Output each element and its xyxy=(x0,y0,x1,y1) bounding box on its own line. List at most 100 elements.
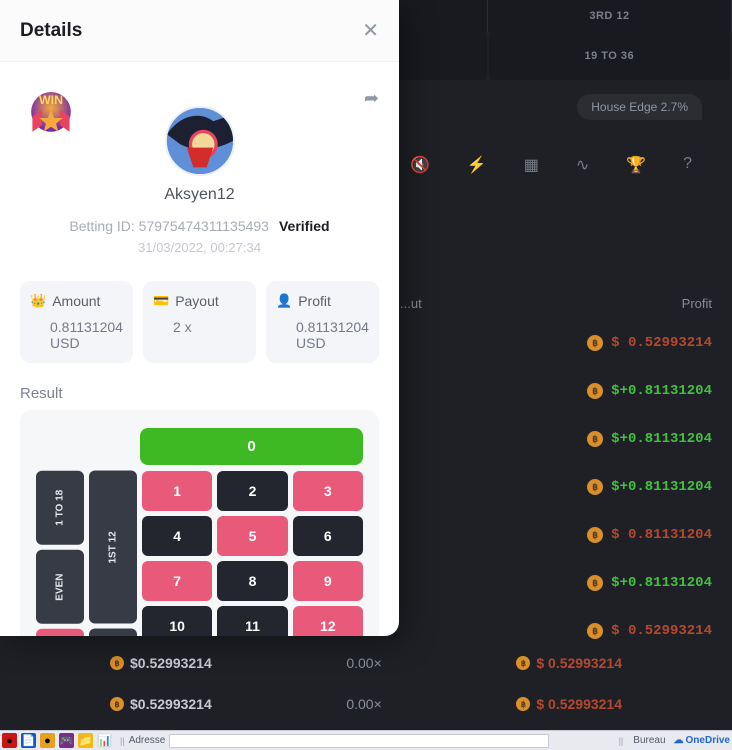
number-cell-4[interactable]: 4 xyxy=(142,516,212,556)
amount-card: 👑 Amount 0.81131204 USD xyxy=(20,281,133,363)
opera-icon[interactable]: ● xyxy=(2,733,17,748)
left-amount: ฿ $0.52993214 xyxy=(110,696,212,712)
number-cell-8[interactable]: 8 xyxy=(217,561,287,601)
bet-date: 31/03/2022, 00:27:34 xyxy=(138,240,261,255)
cell-2nd-12[interactable]: 2ND 12 xyxy=(89,629,137,637)
payout-card: 💳 Payout 2 x xyxy=(143,281,256,363)
profit-value: $+0.81131204 xyxy=(611,479,712,495)
username: Aksyen12 xyxy=(164,186,234,204)
board-zero-cell[interactable]: 0 xyxy=(140,428,363,465)
onedrive-icon[interactable]: ☁ OneDrive xyxy=(674,735,730,746)
side-col-left2: 1ST 12 2ND 12 xyxy=(89,471,137,636)
verified-label: Verified xyxy=(279,218,330,234)
table-row[interactable]: ฿ $ 0.52993214 xyxy=(400,607,732,655)
column-header-payout: ...ut xyxy=(400,296,422,311)
summary-row[interactable]: ฿ $0.52993214 0.00× ฿ $ 0.52993214 xyxy=(0,696,732,712)
roulette-board: 0 1 TO 18 EVEN 1K 1ST 12 2ND 12 1 2 xyxy=(20,410,379,636)
bitcoin-icon: ฿ xyxy=(516,656,530,670)
profit-value: $ 0.52993214 xyxy=(611,623,712,639)
bitcoin-icon: ฿ xyxy=(587,431,603,447)
table-row[interactable]: ฿ $ 0.81131204 xyxy=(400,511,732,559)
chrome-icon[interactable]: ● xyxy=(40,733,55,748)
cell-even[interactable]: EVEN xyxy=(36,550,84,624)
bureau-label[interactable]: Bureau xyxy=(633,735,665,746)
bitcoin-icon: ฿ xyxy=(587,623,603,639)
tab-3rd-12[interactable]: 3RD 12 xyxy=(488,0,732,32)
svg-text:WIN: WIN xyxy=(39,93,63,107)
number-cell-1[interactable]: 1 xyxy=(142,471,212,511)
toolbar-icon-row: 🔇 ⚡ ▦ ∿ 🏆 ? xyxy=(400,155,702,175)
tab-19-to-36[interactable]: 19 TO 36 xyxy=(489,32,730,80)
bet-history-table: ...ut Profit ฿ $ 0.52993214 ฿ $+0.811312… xyxy=(400,288,732,655)
number-cell-3[interactable]: 3 xyxy=(293,471,363,511)
table-row[interactable]: ฿ $ 0.52993214 xyxy=(400,319,732,367)
help-icon[interactable]: ? xyxy=(683,155,692,175)
cell-1st-12[interactable]: 1ST 12 xyxy=(89,471,137,624)
amount-label: Amount xyxy=(52,293,100,309)
number-cell-7[interactable]: 7 xyxy=(142,561,212,601)
column-header-profit: Profit xyxy=(682,296,712,311)
bitcoin-icon: ฿ xyxy=(587,479,603,495)
lightning-icon[interactable]: ⚡ xyxy=(467,155,487,175)
number-cell-11[interactable]: 11 xyxy=(217,606,287,636)
multiplier-value: 0.00× xyxy=(346,655,381,671)
house-edge-badge: House Edge 2.7% xyxy=(577,94,702,120)
profit-card: 👤 Profit 0.81131204 USD xyxy=(266,281,379,363)
table-row[interactable]: ฿ $+0.81131204 xyxy=(400,367,732,415)
keyboard-icon[interactable]: ▦ xyxy=(524,155,539,175)
result-label: Result xyxy=(20,385,379,402)
betting-id-label: Betting ID: 57975474311135493 xyxy=(69,218,269,234)
table-rows: ฿ $ 0.52993214 ฿ $+0.81131204 ฿ $+0.8113… xyxy=(400,319,732,655)
modal-body: WIN ➦ Aksyen12 Betting ID: 5797547431113… xyxy=(0,62,399,636)
side-col-left1: 1 TO 18 EVEN 1K xyxy=(36,471,84,636)
bottom-summary-rows: ฿ $0.52993214 0.00× ฿ $ 0.52993214 ฿ $0.529… xyxy=(0,655,732,712)
number-cell-5[interactable]: 5 xyxy=(217,516,287,556)
profit-value: $ 0.81131204 xyxy=(611,527,712,543)
taskbar-search[interactable]: || Adresse xyxy=(120,734,615,748)
folder-icon[interactable]: 📁 xyxy=(78,733,93,748)
number-cell-2[interactable]: 2 xyxy=(217,471,287,511)
office-icon[interactable]: 📄 xyxy=(21,733,36,748)
number-cell-9[interactable]: 9 xyxy=(293,561,363,601)
table-row[interactable]: ฿ $+0.81131204 xyxy=(400,415,732,463)
number-cell-12[interactable]: 12 xyxy=(293,606,363,636)
bitcoin-icon: ฿ xyxy=(587,335,603,351)
close-icon[interactable]: ✕ xyxy=(362,18,379,43)
profit-value: $ 0.52993214 xyxy=(611,335,712,351)
profit-label: Profit xyxy=(298,293,331,309)
share-icon[interactable]: ➦ xyxy=(364,88,379,109)
payout-label: Payout xyxy=(175,293,219,309)
bitcoin-icon: ฿ xyxy=(587,575,603,591)
avatar xyxy=(165,106,235,176)
number-cell-6[interactable]: 6 xyxy=(293,516,363,556)
left-amount: ฿ $0.52993214 xyxy=(110,655,212,671)
profit-value: $+0.81131204 xyxy=(611,383,712,399)
profit-value: $+0.81131204 xyxy=(611,575,712,591)
betting-id-row: Betting ID: 57975474311135493 Verified xyxy=(69,218,329,234)
board-main: 1 TO 18 EVEN 1K 1ST 12 2ND 12 1 2 3 4 5 xyxy=(36,471,363,636)
win-badge: WIN xyxy=(20,82,82,138)
summary-row[interactable]: ฿ $0.52993214 0.00× ฿ $ 0.52993214 xyxy=(0,655,732,671)
megaphone-icon[interactable]: 🔇 xyxy=(410,155,430,175)
game-icon[interactable]: 🎮 xyxy=(59,733,74,748)
profit-value: 0.81131204 USD xyxy=(276,319,369,351)
cell-1-to-18[interactable]: 1 TO 18 xyxy=(36,471,84,545)
search-input[interactable] xyxy=(169,734,549,748)
monitor-icon[interactable]: 📊 xyxy=(97,733,112,748)
bitcoin-icon: ฿ xyxy=(516,697,530,711)
table-row[interactable]: ฿ $+0.81131204 xyxy=(400,463,732,511)
table-row[interactable]: ฿ $+0.81131204 xyxy=(400,559,732,607)
multiplier-value: 0.00× xyxy=(346,696,381,712)
number-cell-10[interactable]: 10 xyxy=(142,606,212,636)
cell-pink-blank[interactable] xyxy=(36,629,84,637)
bitcoin-icon: ฿ xyxy=(587,383,603,399)
modal-header: Details ✕ xyxy=(0,0,399,62)
wave-icon[interactable]: ∿ xyxy=(576,155,589,175)
payout-icon: 💳 xyxy=(153,293,169,309)
numbers-grid: 1 2 3 4 5 6 7 8 9 10 11 12 13 14 15 16 1 xyxy=(142,471,363,636)
bitcoin-icon: ฿ xyxy=(110,697,124,711)
windows-taskbar: ● 📄 ● 🎮 📁 📊 || Adresse || Bureau ☁ OneDr… xyxy=(0,730,732,750)
amount-icon: 👑 xyxy=(30,293,46,309)
trophy-icon[interactable]: 🏆 xyxy=(626,155,646,175)
profit-value: $+0.81131204 xyxy=(611,431,712,447)
